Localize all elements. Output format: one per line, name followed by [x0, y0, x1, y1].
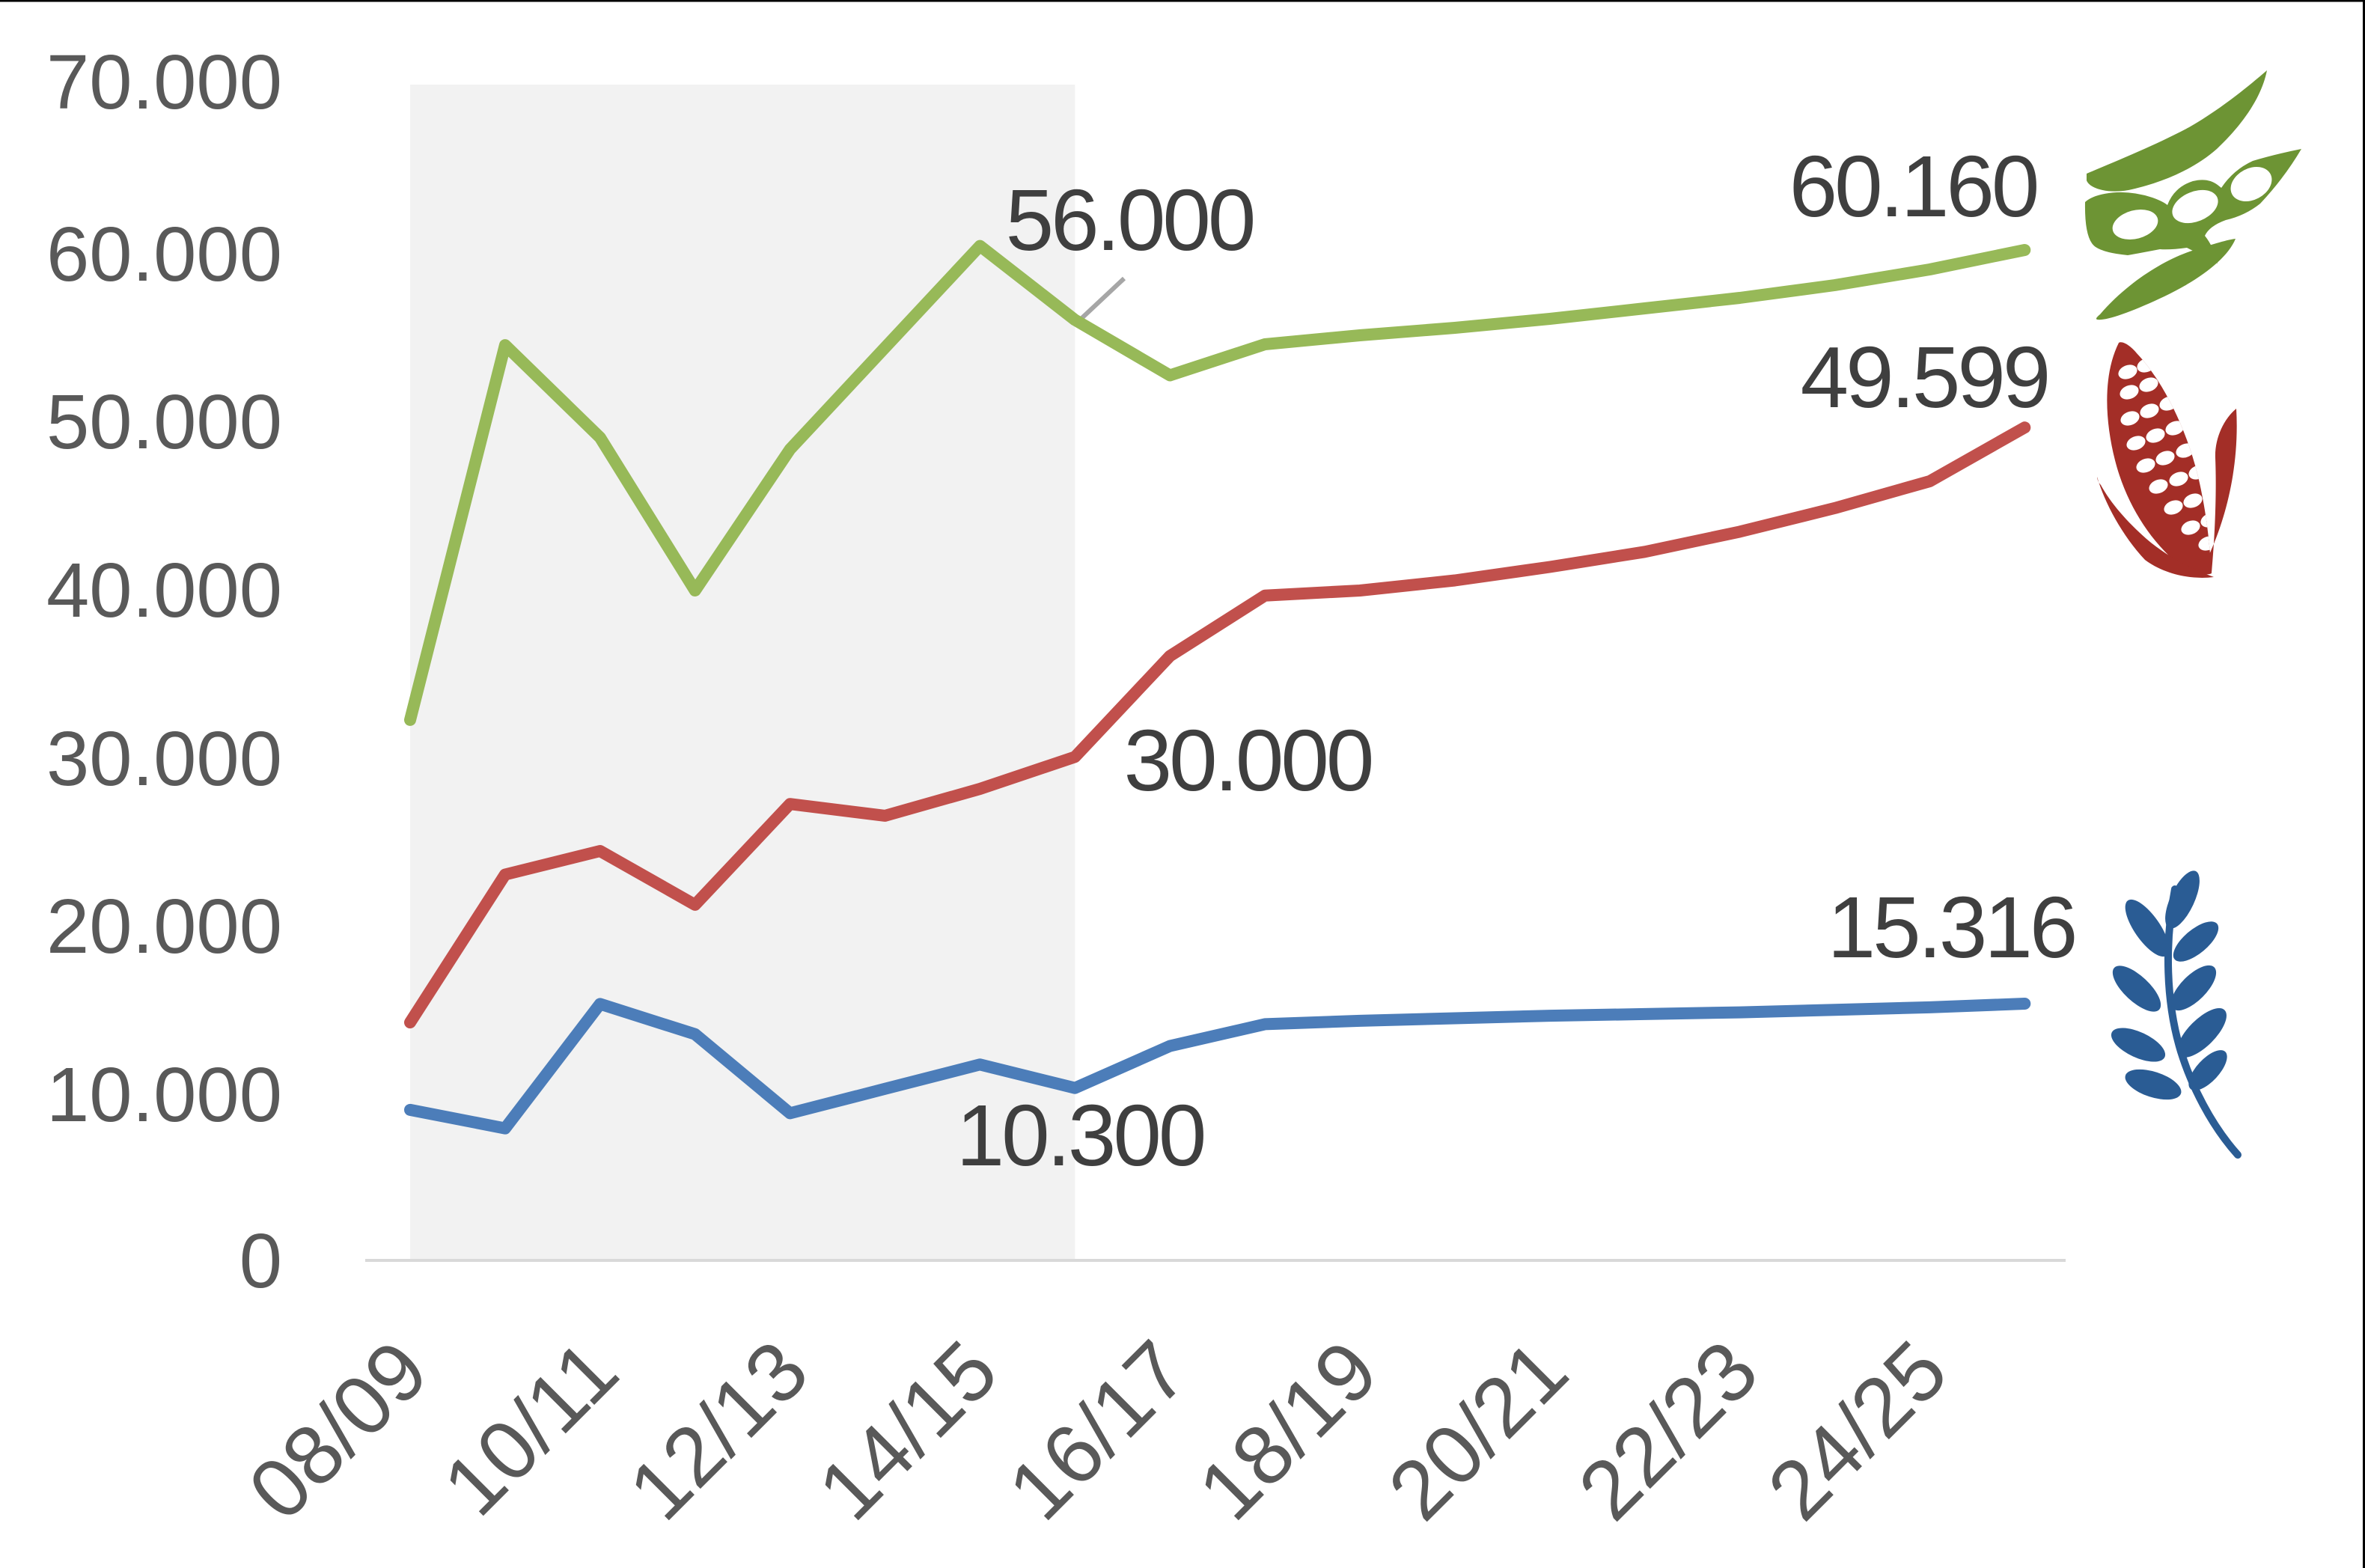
- svg-text:24/25: 24/25: [1750, 1323, 1965, 1538]
- svg-text:60.000: 60.000: [46, 211, 282, 297]
- svg-text:49.599: 49.599: [1801, 329, 2048, 426]
- svg-text:08/09: 08/09: [231, 1323, 445, 1538]
- svg-text:10.300: 10.300: [956, 1087, 1204, 1184]
- svg-text:40.000: 40.000: [46, 547, 282, 633]
- svg-text:10/11: 10/11: [425, 1323, 635, 1534]
- svg-text:10.000: 10.000: [46, 1052, 282, 1138]
- svg-text:14/15: 14/15: [800, 1323, 1015, 1538]
- svg-text:20.000: 20.000: [46, 883, 282, 969]
- svg-text:50.000: 50.000: [46, 379, 282, 465]
- svg-text:0: 0: [239, 1218, 282, 1304]
- svg-text:12/13: 12/13: [611, 1323, 826, 1538]
- svg-text:30.000: 30.000: [46, 716, 282, 802]
- svg-text:70.000: 70.000: [46, 39, 282, 125]
- svg-text:30.000: 30.000: [1124, 712, 1372, 809]
- svg-text:60.160: 60.160: [1789, 138, 2037, 235]
- svg-text:20/21: 20/21: [1370, 1323, 1585, 1538]
- svg-text:18/19: 18/19: [1180, 1323, 1395, 1538]
- svg-text:16/17: 16/17: [990, 1323, 1205, 1538]
- svg-text:56.000: 56.000: [1006, 171, 1254, 269]
- svg-text:22/23: 22/23: [1560, 1323, 1775, 1538]
- svg-text:15.316: 15.316: [1828, 879, 2075, 976]
